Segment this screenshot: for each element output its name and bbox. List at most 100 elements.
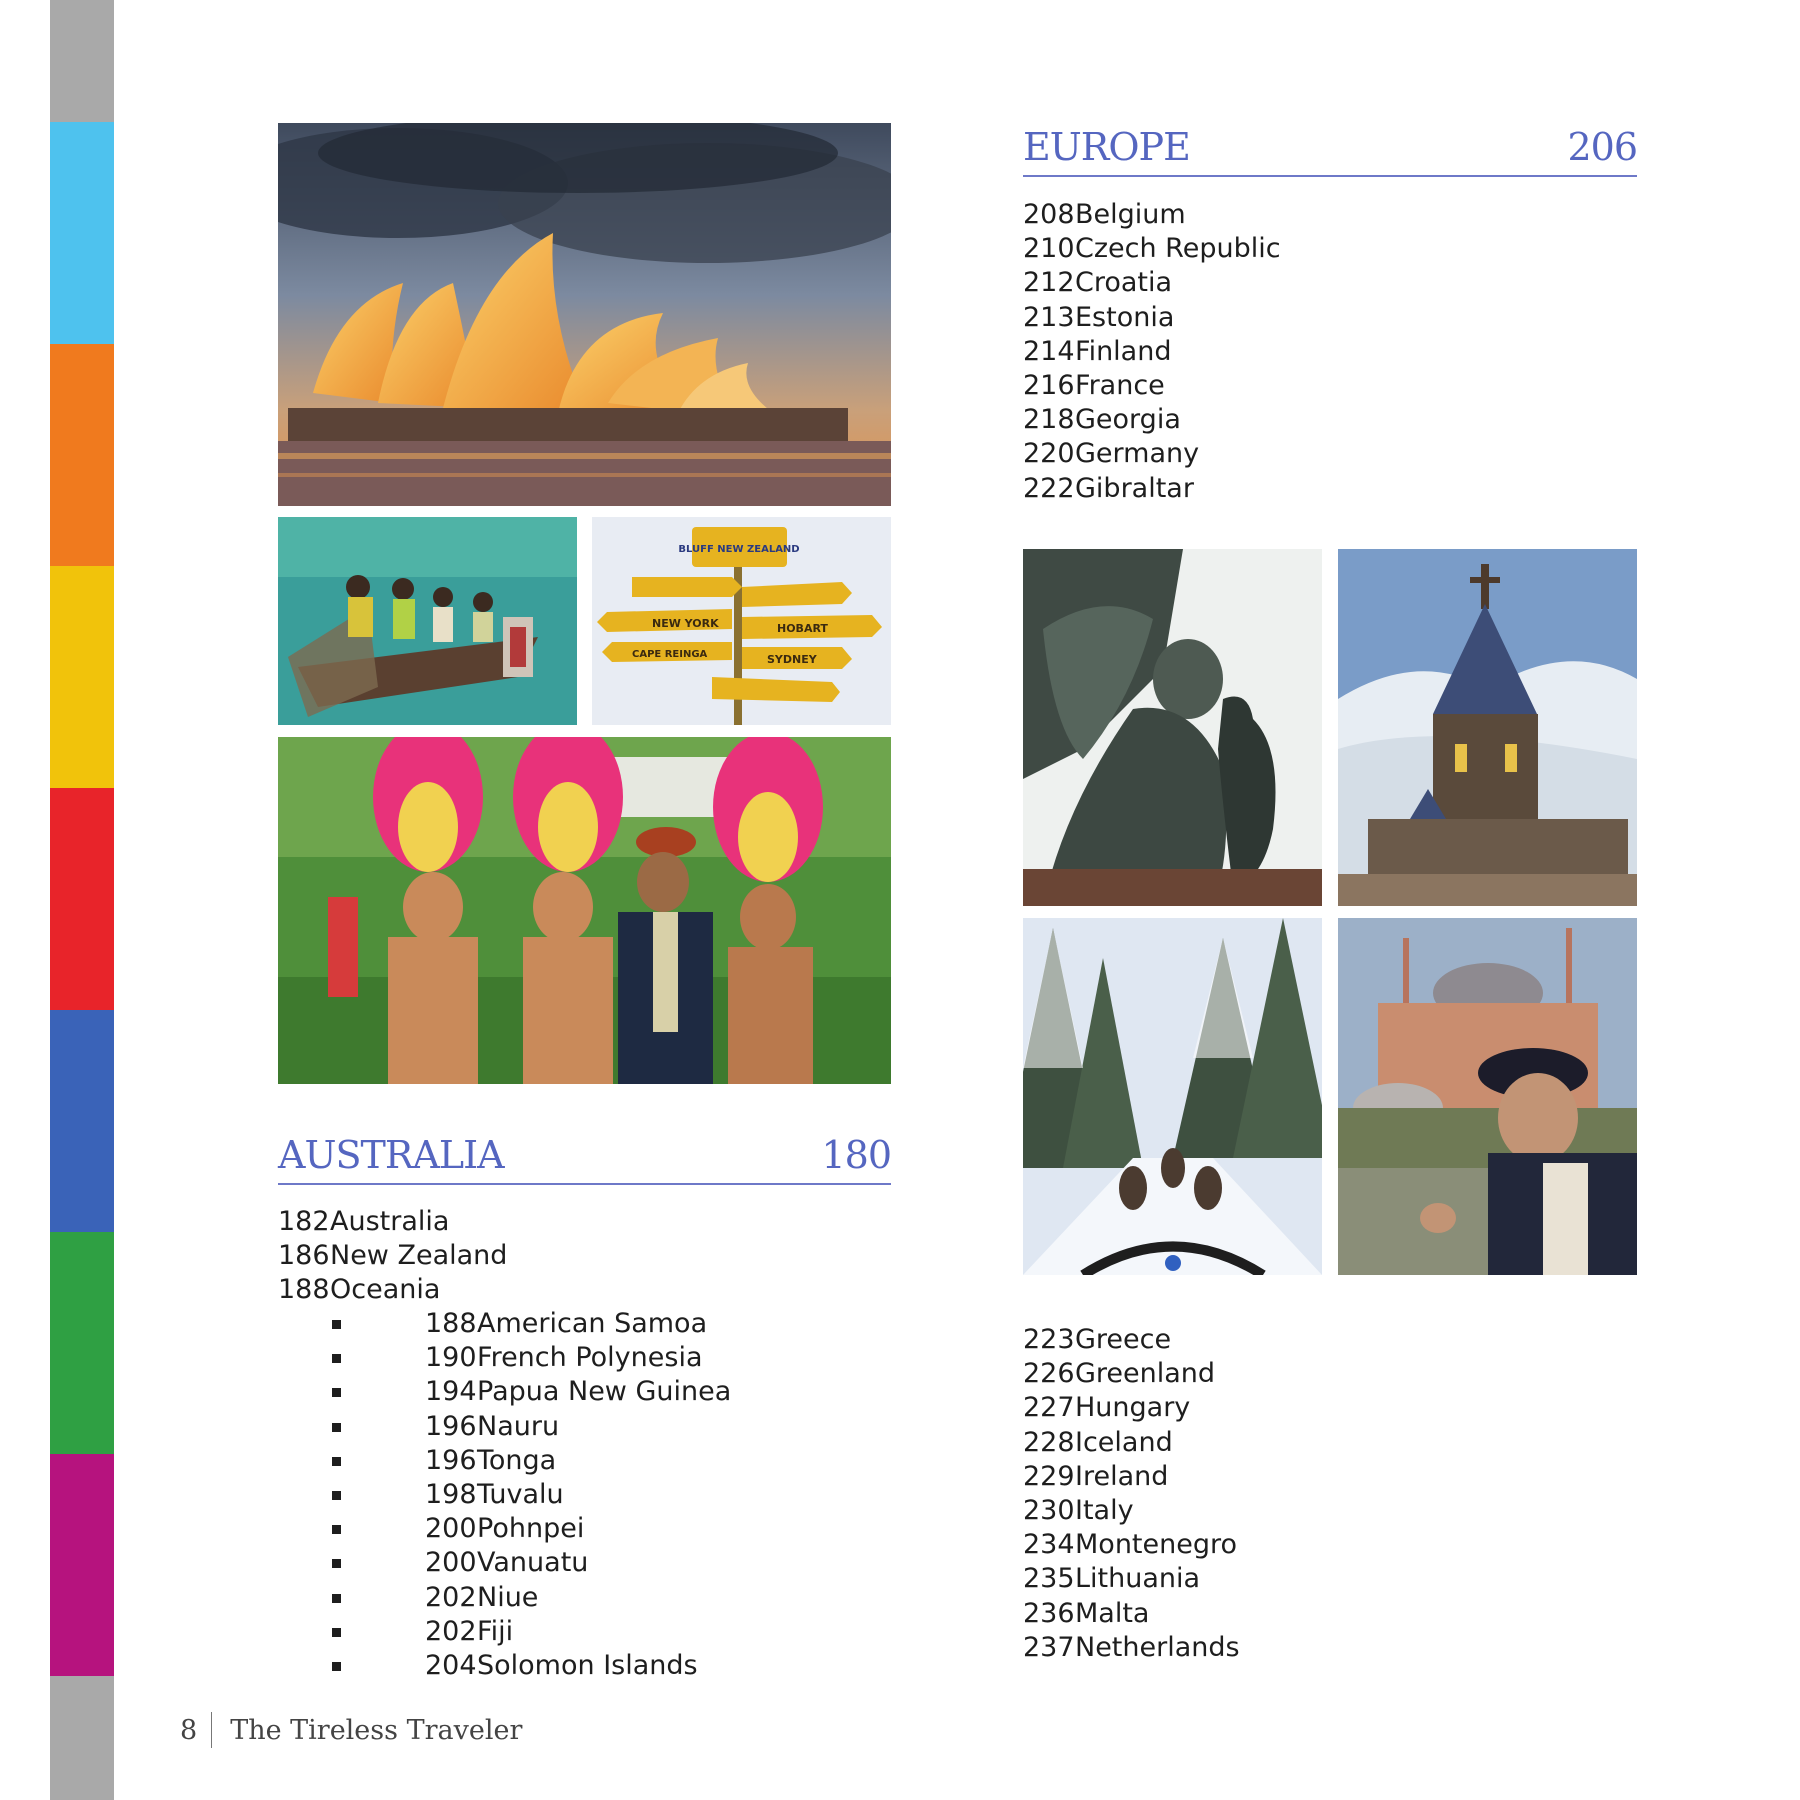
tab-cyan bbox=[50, 122, 114, 344]
contents-page-number: 212 bbox=[1023, 267, 1075, 299]
subcontents-item: 196Nauru bbox=[332, 1410, 731, 1444]
bullet-icon bbox=[332, 1525, 341, 1535]
contents-country-name: Estonia bbox=[1075, 301, 1175, 333]
contents-page-number: 182 bbox=[278, 1206, 330, 1237]
contents-country-name: Fiji bbox=[477, 1615, 514, 1647]
europe-contents-list-bottom: 223Greece 226Greenland 227Hungary 228Icelan… bbox=[1023, 1323, 1240, 1665]
contents-page-number: 226 bbox=[1023, 1358, 1075, 1390]
page-number: 8 bbox=[180, 1714, 198, 1746]
signpost-top-text: BLUFF NEW ZEALAND bbox=[678, 544, 799, 555]
contents-page-number: 218 bbox=[1023, 404, 1075, 436]
contents-page-number: 228 bbox=[1023, 1426, 1075, 1458]
bullet-icon bbox=[332, 1559, 341, 1569]
contents-country-name: Iceland bbox=[1075, 1426, 1173, 1458]
contents-item: 188Oceania bbox=[278, 1273, 507, 1307]
europe-title: EUROPE bbox=[1023, 125, 1191, 169]
contents-country-name: New Zealand bbox=[330, 1240, 508, 1272]
subcontents-item: 202Niue bbox=[332, 1581, 731, 1615]
contents-country-name: Georgia bbox=[1075, 404, 1181, 436]
contents-item: 234Montenegro bbox=[1023, 1528, 1240, 1562]
angel-statue-photo bbox=[1023, 549, 1322, 906]
contents-country-name: Vanuatu bbox=[477, 1547, 589, 1579]
page-footer: 8 The Tireless Traveler bbox=[180, 1710, 522, 1750]
contents-country-name: Italy bbox=[1075, 1494, 1134, 1526]
contents-country-name: Tonga bbox=[477, 1444, 557, 1476]
contents-page-number: 234 bbox=[1023, 1529, 1075, 1561]
contents-item: 186New Zealand bbox=[278, 1239, 507, 1273]
europe-page-number: 206 bbox=[1567, 125, 1638, 169]
contents-country-name: Pohnpei bbox=[477, 1513, 585, 1545]
contents-country-name: Malta bbox=[1075, 1597, 1150, 1629]
subcontents-item: 196Tonga bbox=[332, 1444, 731, 1478]
subcontents-item: 200Vanuatu bbox=[332, 1546, 731, 1580]
contents-country-name: Czech Republic bbox=[1075, 233, 1281, 265]
sydney-opera-house-photo bbox=[278, 123, 891, 506]
contents-page-number: 190 bbox=[425, 1342, 477, 1374]
dog-sled-photo bbox=[1023, 918, 1322, 1275]
tab-gray-bottom bbox=[50, 1676, 114, 1800]
contents-country-name: Montenegro bbox=[1075, 1529, 1238, 1561]
contents-item: 213Estonia bbox=[1023, 301, 1281, 335]
contents-page-number: 188 bbox=[425, 1308, 477, 1339]
contents-page-number: 204 bbox=[425, 1649, 477, 1681]
contents-item: 237Netherlands bbox=[1023, 1631, 1240, 1665]
contents-page-number: 223 bbox=[1023, 1324, 1075, 1355]
contents-item: 230Italy bbox=[1023, 1494, 1240, 1528]
contents-country-name: Netherlands bbox=[1075, 1631, 1240, 1663]
bullet-icon bbox=[332, 1422, 341, 1432]
signpost-new-york-text: NEW YORK bbox=[652, 617, 719, 630]
contents-country-name: Ireland bbox=[1075, 1460, 1169, 1492]
contents-page-number: 202 bbox=[425, 1581, 477, 1613]
bluff-new-zealand-signpost-photo: BLUFF NEW ZEALAND NEW YORK HOBART CAPE R… bbox=[592, 517, 891, 725]
contents-item: 236Malta bbox=[1023, 1597, 1240, 1631]
signpost-sydney-text: SYDNEY bbox=[767, 653, 818, 666]
contents-page-number: 200 bbox=[425, 1547, 477, 1579]
subcontents-item: 198Tuvalu bbox=[332, 1478, 731, 1512]
contents-page-number: 198 bbox=[425, 1478, 477, 1510]
contents-item: 229Ireland bbox=[1023, 1460, 1240, 1494]
bullet-icon bbox=[332, 1456, 341, 1466]
contents-page-number: 227 bbox=[1023, 1392, 1075, 1424]
contents-item: 212Croatia bbox=[1023, 266, 1281, 300]
tab-red bbox=[50, 788, 114, 1010]
bullet-icon bbox=[332, 1354, 341, 1364]
europe-contents-list-top: 208Belgium 210Czech Republic 212Croatia 213… bbox=[1023, 198, 1281, 506]
contents-page-number: 235 bbox=[1023, 1563, 1075, 1595]
bullet-icon bbox=[332, 1388, 341, 1398]
contents-item: 214Finland bbox=[1023, 335, 1281, 369]
contents-page-number: 220 bbox=[1023, 438, 1075, 470]
contents-country-name: Belgium bbox=[1075, 199, 1186, 230]
contents-country-name: Finland bbox=[1075, 335, 1172, 367]
contents-page-number: 196 bbox=[425, 1410, 477, 1442]
contents-item: 208Belgium bbox=[1023, 198, 1281, 232]
subcontents-item: 190French Polynesia bbox=[332, 1341, 731, 1375]
contents-page-number: 229 bbox=[1023, 1460, 1075, 1492]
footer-divider bbox=[211, 1712, 213, 1748]
contents-country-name: Greece bbox=[1075, 1324, 1172, 1355]
contents-page-number: 202 bbox=[425, 1615, 477, 1647]
contents-item: 227Hungary bbox=[1023, 1391, 1240, 1425]
contents-country-name: French Polynesia bbox=[477, 1342, 703, 1374]
contents-country-name: France bbox=[1075, 369, 1165, 401]
contents-country-name: Gibraltar bbox=[1075, 472, 1194, 504]
tab-gray-top bbox=[50, 0, 114, 122]
tab-yellow bbox=[50, 566, 114, 788]
australia-section-header: AUSTRALIA 180 bbox=[278, 1133, 892, 1185]
polynesian-dancers-photo bbox=[278, 737, 891, 1084]
contents-item: 222Gibraltar bbox=[1023, 472, 1281, 506]
contents-page-number: 208 bbox=[1023, 199, 1075, 230]
contents-page-number: 230 bbox=[1023, 1494, 1075, 1526]
bullet-icon bbox=[332, 1490, 341, 1500]
contents-country-name: Solomon Islands bbox=[477, 1649, 698, 1681]
contents-page-number: 196 bbox=[425, 1444, 477, 1476]
bullet-icon bbox=[332, 1320, 341, 1329]
contents-page-number: 236 bbox=[1023, 1597, 1075, 1629]
contents-item: 182Australia bbox=[278, 1205, 507, 1239]
contents-page-number: 213 bbox=[1023, 301, 1075, 333]
signpost-hobart-text: HOBART bbox=[777, 622, 828, 635]
hagia-sophia-photo bbox=[1338, 918, 1637, 1275]
subcontents-item: 194Papua New Guinea bbox=[332, 1375, 731, 1409]
contents-country-name: Australia bbox=[330, 1206, 450, 1237]
australia-title: AUSTRALIA bbox=[278, 1133, 505, 1177]
contents-country-name: Niue bbox=[477, 1581, 539, 1613]
